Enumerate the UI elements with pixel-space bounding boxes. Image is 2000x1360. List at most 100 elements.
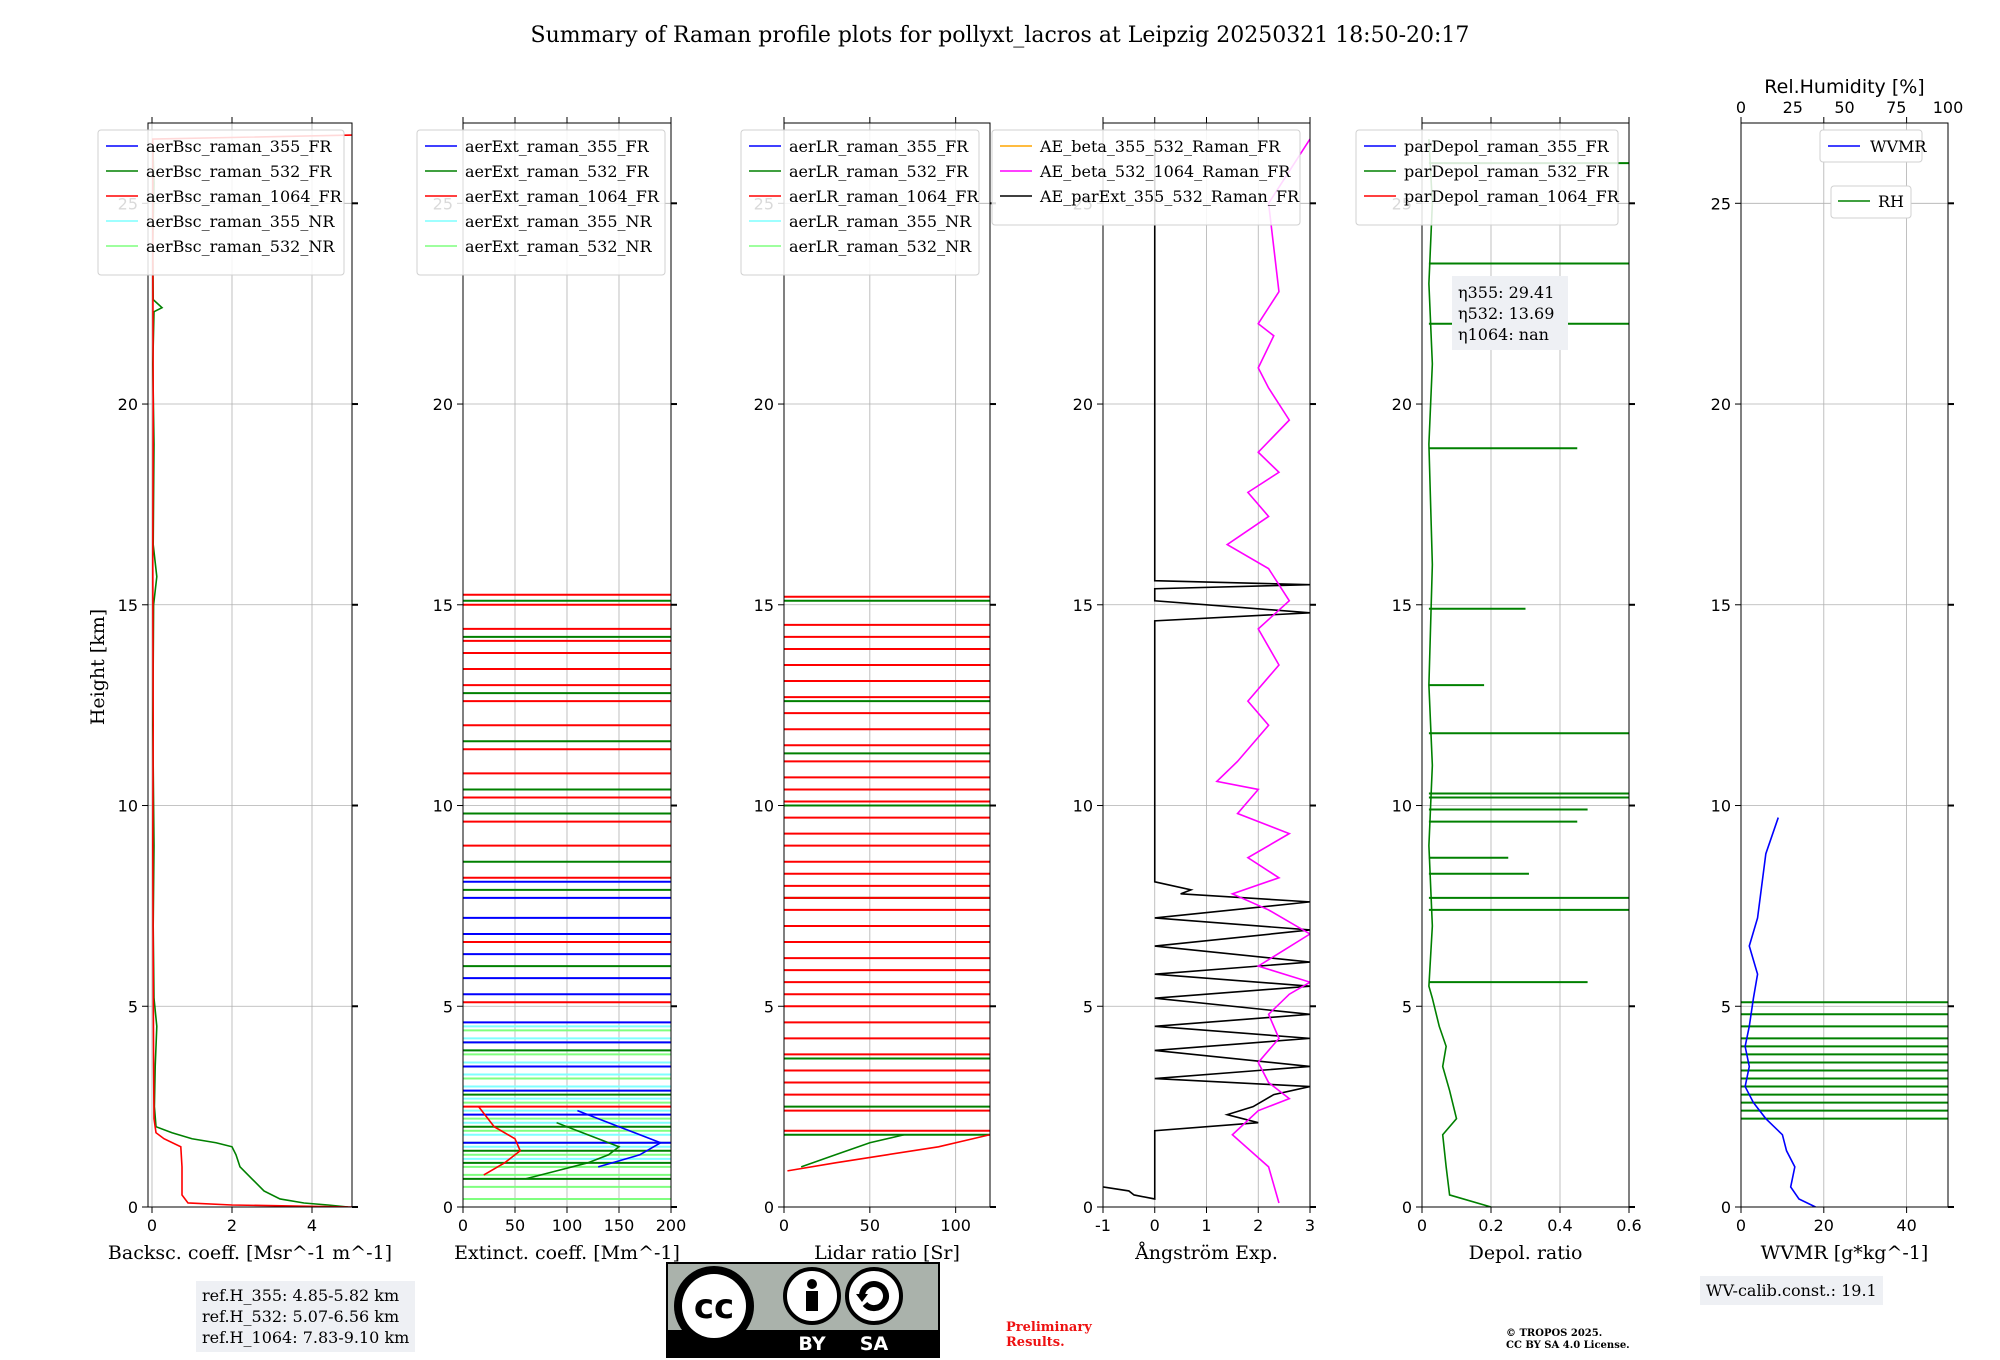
x-tick-label: 0 [1736, 1216, 1746, 1235]
x-tick-label: 0 [1417, 1216, 1427, 1235]
eta-label: η532 [1458, 304, 1498, 323]
y-tick-label: 20 [754, 395, 774, 414]
axes-frame [1740, 122, 1949, 1208]
y-tick-label: 0 [128, 1198, 138, 1217]
legend-label: parDepol_raman_1064_FR [1404, 187, 1620, 206]
axes-frame [1421, 122, 1630, 1208]
x-axis-label: Depol. ratio [1469, 1242, 1583, 1264]
y-tick-label: 10 [754, 797, 774, 816]
sa-label: SA [860, 1333, 889, 1355]
legend-label: aerBsc_raman_355_FR [146, 137, 332, 156]
profile-aerExt_raman_532_FR [525, 1121, 621, 1180]
y-tick-label: 0 [443, 1198, 453, 1217]
legend-label: aerBsc_raman_532_NR [146, 237, 335, 256]
x-tick-label: -1 [1095, 1216, 1111, 1235]
y-tick-label: 15 [1392, 596, 1412, 615]
legend-label: AE_beta_532_1064_Raman_FR [1039, 162, 1291, 181]
profile-aerLR_raman_1064_FR [787, 1133, 990, 1172]
x-tick-label: 150 [604, 1216, 635, 1235]
x-axis-label: Lidar ratio [Sr] [814, 1242, 960, 1264]
x-tick-label: 20 [1814, 1216, 1834, 1235]
x-tick-label: 0 [1150, 1216, 1160, 1235]
x2-tick-label: 0 [1736, 98, 1746, 117]
preliminary-line-2: Results. [1006, 1335, 1065, 1350]
legend-label: aerExt_raman_532_NR [465, 237, 653, 256]
y-tick-label: 10 [433, 797, 453, 816]
legend-label: aerLR_raman_1064_FR [789, 187, 979, 206]
y-tick-label: 5 [1402, 997, 1412, 1016]
data-layer [784, 595, 990, 1172]
eta-sep: : [1498, 283, 1508, 302]
y-tick-label: 5 [764, 997, 774, 1016]
y-tick-label: 10 [1711, 797, 1731, 816]
y-tick-label: 20 [1392, 395, 1412, 414]
panel-extinction: 0501001502000510152025Extinct. coeff. [M… [416, 117, 686, 1264]
y-tick-label: 10 [1073, 797, 1093, 816]
eta-label: η355 [1458, 283, 1498, 302]
eta-sep: : [1498, 304, 1508, 323]
legend-label: aerLR_raman_355_NR [789, 212, 972, 231]
x-tick-label: 0 [458, 1216, 468, 1235]
y-tick-label: 5 [1083, 997, 1093, 1016]
line-AE_beta_532_1064_Raman_FR [1215, 138, 1310, 1204]
eta-row: η1064: nan [1458, 325, 1549, 344]
profile-aerExt_raman_355_FR [577, 1109, 663, 1168]
line-AE_parExt_355_532_Raman_FR [1103, 139, 1310, 1200]
data-layer [1103, 138, 1310, 1204]
y-tick-label: 0 [1721, 1198, 1731, 1217]
legend-label: aerExt_raman_355_NR [465, 212, 653, 231]
legend-label: AE_parExt_355_532_Raman_FR [1039, 187, 1300, 206]
panel-backscatter: 0240510152025Backsc. coeff. [Msr^-1 m^-1… [97, 117, 392, 1264]
line-parDepol_raman_532_FR [1428, 139, 1492, 1207]
x-axis-label: Ångström Exp. [1134, 1242, 1278, 1264]
chart-title: Summary of Raman profile plots for polly… [531, 23, 1470, 48]
x-tick-label: 40 [1896, 1216, 1916, 1235]
axes-frame [147, 122, 353, 1208]
ref-h-1064: ref.H_1064: 7.83-9.10 km [202, 1328, 410, 1347]
legend-angstrom: AE_beta_355_532_Raman_FR AE_beta_532_1064… [991, 129, 1301, 226]
legend-label: aerExt_raman_355_FR [465, 137, 650, 156]
eta-row: η532: 13.69 [1458, 304, 1554, 323]
data-layer [1741, 817, 1948, 1207]
ref-h-532: ref.H_532: 5.07-6.56 km [202, 1307, 400, 1326]
panel-wvmr: 0 20 40 0 5 10 15 20 25 WVMR [g*kg^-1] 0 25 50 75 100 R… [1711, 76, 1964, 1264]
legend-box [97, 129, 345, 276]
cc-license-badge: cc BY SA [666, 1262, 940, 1358]
eta-label: η1064 [1458, 325, 1508, 344]
legend-label: aerExt_raman_532_FR [465, 162, 650, 181]
eta-value: 13.69 [1509, 304, 1555, 323]
ref-h-355: ref.H_355: 4.85-5.82 km [202, 1286, 400, 1305]
legend-label: parDepol_raman_355_FR [1404, 137, 1610, 156]
profile-aerExt_raman_1064_FR [477, 1106, 522, 1176]
x-tick-label: 3 [1305, 1216, 1315, 1235]
x2-tick-label: 75 [1886, 98, 1906, 117]
y-tick-label: 15 [754, 596, 774, 615]
x-axis-label: Extinct. coeff. [Mm^-1] [454, 1242, 680, 1264]
copyright-line-2: CC BY SA 4.0 License. [1506, 1340, 1630, 1351]
legend-label: aerBsc_raman_1064_FR [146, 187, 343, 206]
legend-extinction: aerExt_raman_355_FR aerExt_raman_532_FRae… [416, 129, 666, 276]
y-tick-label: 0 [1083, 1198, 1093, 1217]
legend-label: aerBsc_raman_355_NR [146, 212, 335, 231]
panel-depol: 00.20.40.60510152025Depol. ratioparDepol… [1355, 117, 1642, 1264]
line-WVMR [1744, 817, 1816, 1207]
x-tick-label: 100 [552, 1216, 583, 1235]
eta-sep: : [1508, 325, 1518, 344]
x-tick-label: 2 [1253, 1216, 1263, 1235]
data-layer [151, 134, 352, 1207]
legend-wvmr: WVMR RH [1819, 129, 1927, 219]
x-axis-label: WVMR [g*kg^-1] [1761, 1242, 1929, 1264]
x-tick-label: 50 [860, 1216, 880, 1235]
cc-logo-text: cc [694, 1287, 734, 1327]
wv-calib-value: WV-calib.const.: 19.1 [1706, 1281, 1877, 1300]
x-tick-label: 2 [227, 1216, 237, 1235]
x-tick-label: 4 [307, 1216, 317, 1235]
y-tick-label: 10 [1392, 797, 1412, 816]
y-tick-label: 0 [764, 1198, 774, 1217]
eta-box [1452, 276, 1568, 350]
legend-label: WVMR [1870, 137, 1927, 156]
data-layer [463, 593, 671, 1200]
x-tick-label: 0 [779, 1216, 789, 1235]
legend-box [1819, 129, 1923, 163]
